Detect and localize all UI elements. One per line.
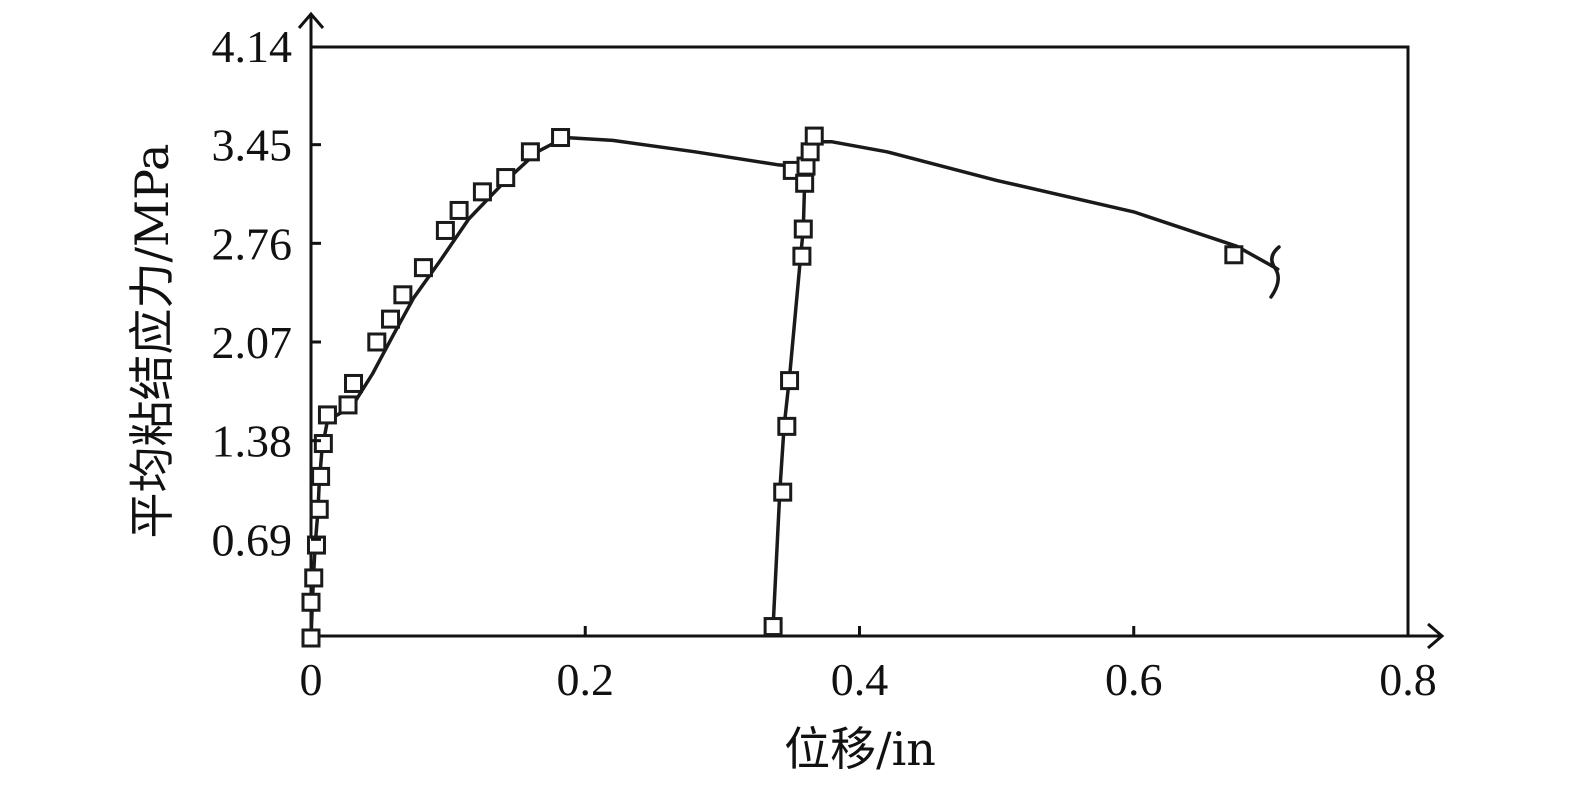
y-tick-label: 2.07 xyxy=(212,317,293,368)
data-point-marker xyxy=(313,434,333,454)
series-1-line xyxy=(309,135,796,640)
data-point-marker xyxy=(413,258,433,278)
data-point-marker xyxy=(435,220,455,240)
y-tick-label: 2.76 xyxy=(212,218,293,269)
data-point-marker xyxy=(309,499,329,519)
data-point-marker xyxy=(344,373,364,393)
y-axis-arrow xyxy=(297,11,325,29)
data-point-marker xyxy=(367,332,387,352)
data-point-marker xyxy=(301,628,321,648)
x-tick-label: 0 xyxy=(300,654,323,705)
data-point-marker xyxy=(317,405,337,425)
data-point-marker xyxy=(804,126,824,146)
x-tick-label: 0.4 xyxy=(831,654,889,705)
data-point-marker xyxy=(311,466,331,486)
data-point-marker xyxy=(780,371,800,391)
data-point-marker xyxy=(520,142,540,162)
plot-frame xyxy=(309,45,1410,638)
data-point-marker xyxy=(472,182,492,202)
data-point-marker xyxy=(800,142,820,162)
y-tick-label: 0.69 xyxy=(212,514,293,565)
data-point-marker xyxy=(301,592,321,612)
data-point-marker xyxy=(795,173,815,193)
data-point-marker xyxy=(393,285,413,305)
data-point-marker xyxy=(793,219,813,239)
data-point-marker xyxy=(551,128,571,148)
y-axis-title: 平均粘结应力/MPa xyxy=(125,144,179,539)
x-tick-label: 0.8 xyxy=(1379,654,1437,705)
data-point-marker xyxy=(449,200,469,220)
x-tick-label: 0.2 xyxy=(557,654,615,705)
x-axis-title: 位移/in xyxy=(784,722,936,776)
data-point-marker xyxy=(763,617,783,637)
data-point-marker xyxy=(304,568,324,588)
data-point-marker xyxy=(792,246,812,266)
data-point-marker xyxy=(338,395,358,415)
x-axis-arrow xyxy=(1427,622,1445,650)
y-tick-label: 4.14 xyxy=(212,21,293,72)
data-point-marker xyxy=(496,168,516,188)
x-tick-label: 0.6 xyxy=(1105,654,1163,705)
data-point-marker xyxy=(777,416,797,436)
y-tick-label: 3.45 xyxy=(212,120,293,171)
data-point-marker xyxy=(381,309,401,329)
series-2-line xyxy=(771,140,1280,629)
data-point-marker xyxy=(773,482,793,502)
break-symbol xyxy=(1269,245,1281,299)
data-point-marker xyxy=(1224,245,1244,265)
y-tick-label: 1.38 xyxy=(212,416,293,467)
data-point-marker xyxy=(306,535,326,555)
